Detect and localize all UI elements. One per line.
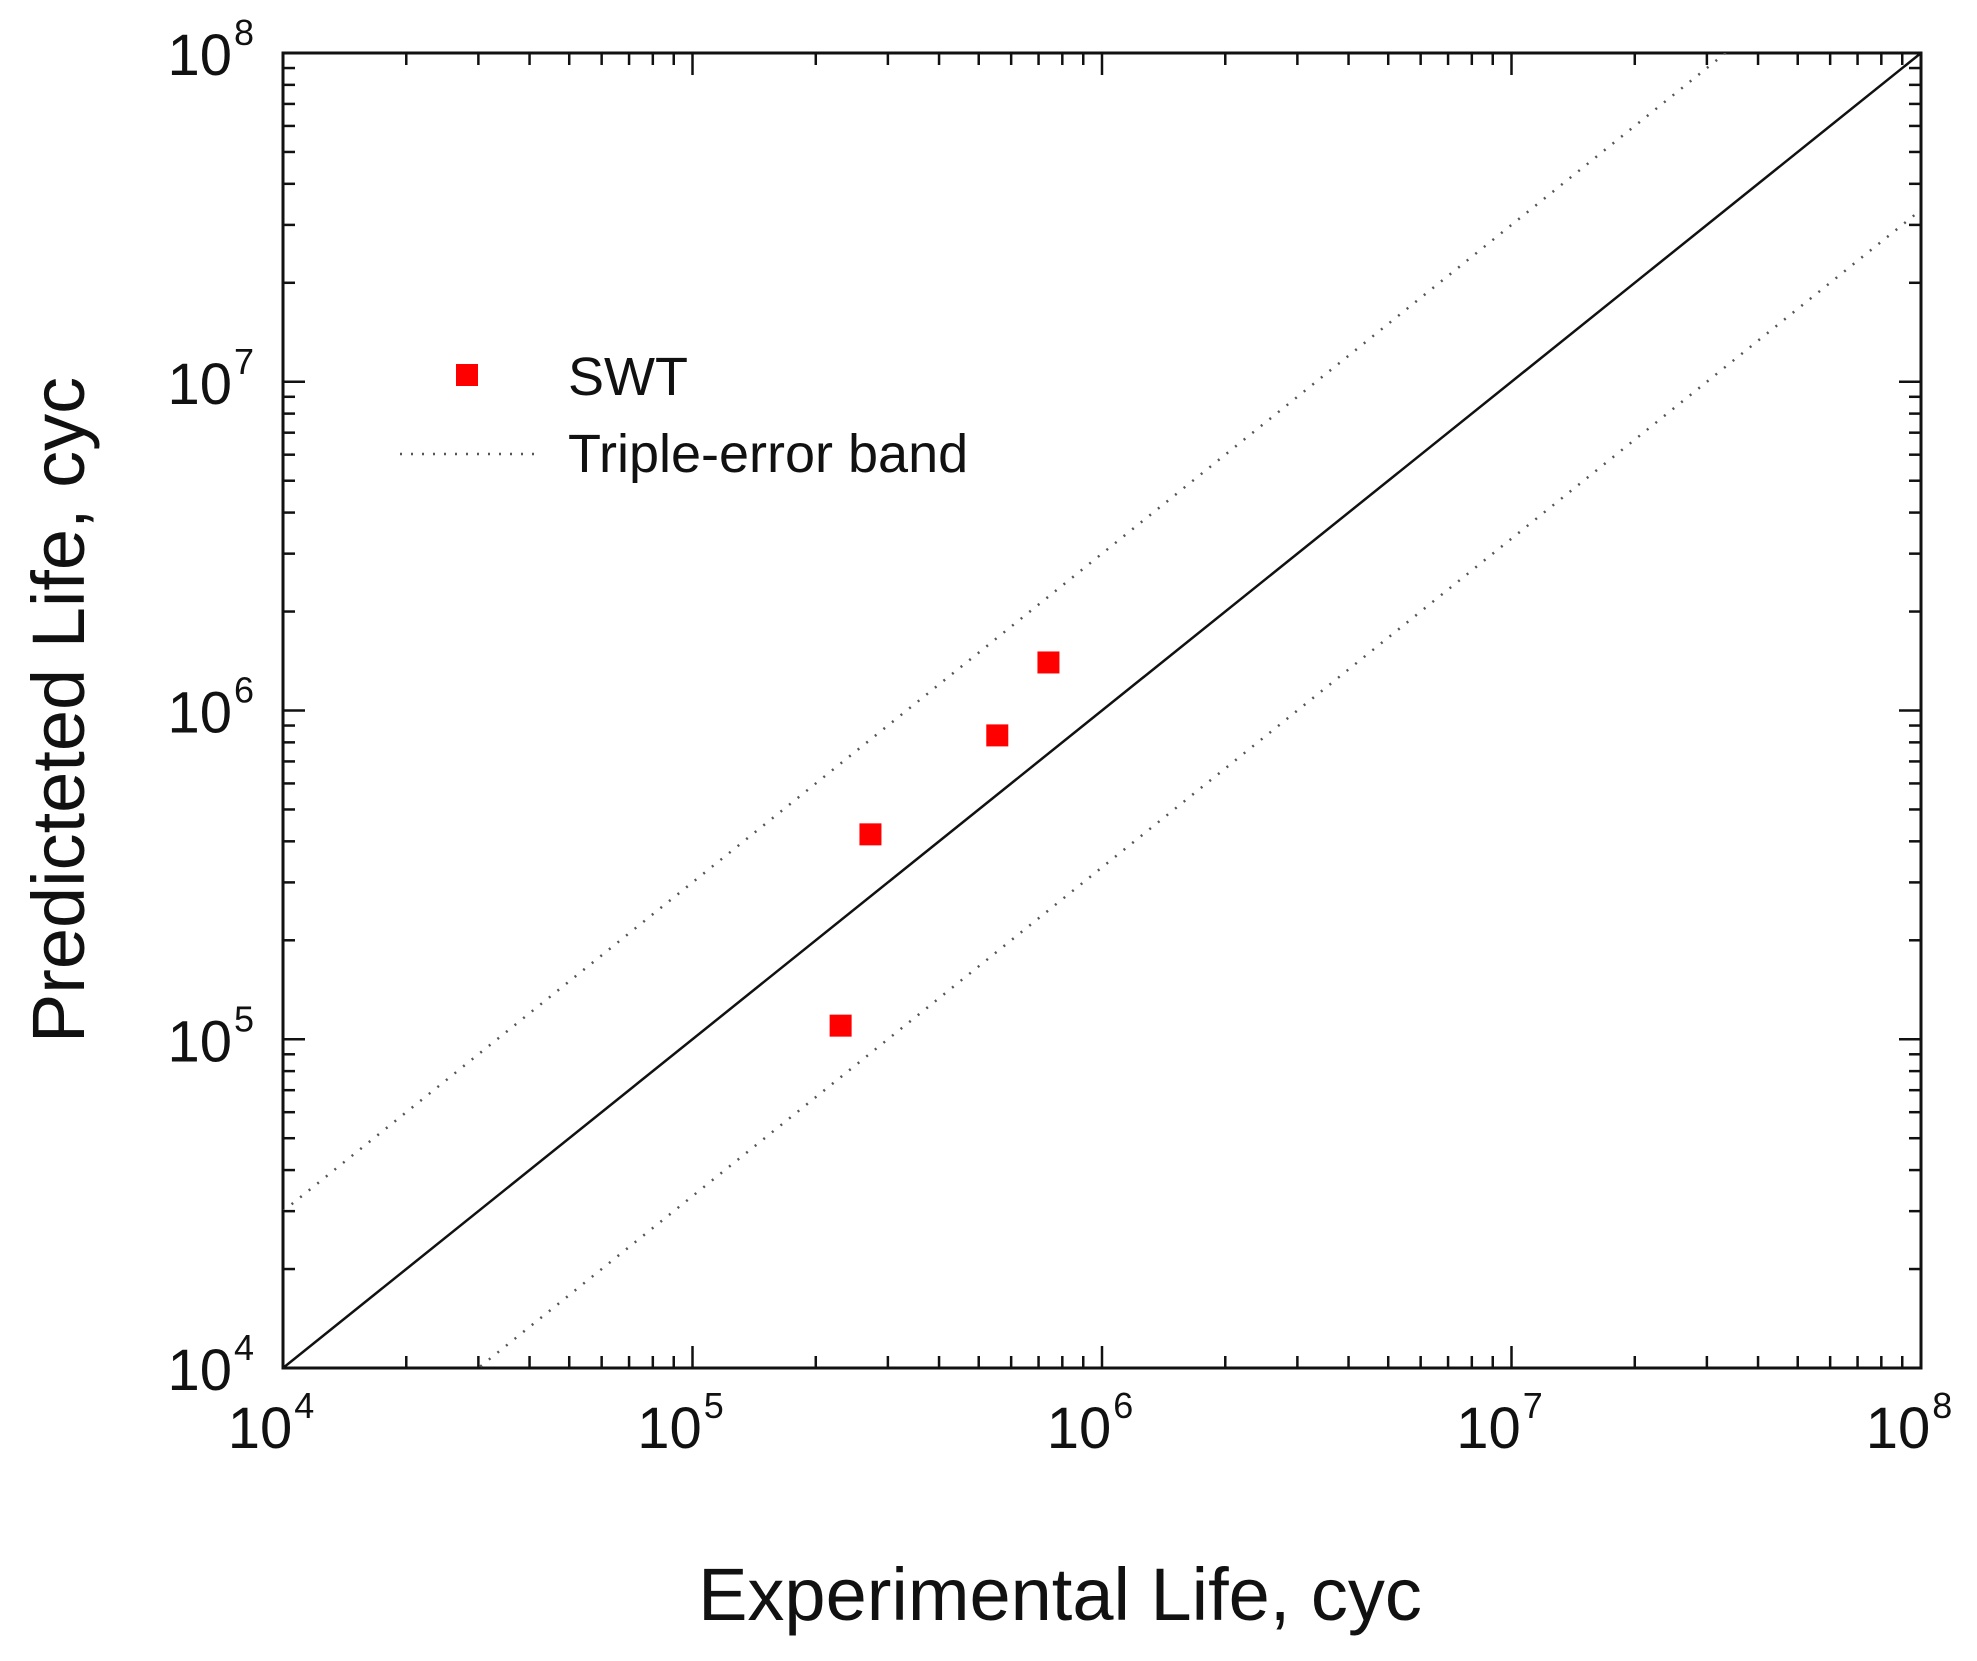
y-tick-label-2: 106: [167, 670, 254, 746]
legend-swt-marker: [456, 364, 478, 386]
reference-line-0: [283, 53, 1921, 1368]
y-tick-label-1: 105: [167, 998, 254, 1074]
x-tick-label-0: 104: [228, 1385, 315, 1461]
data-point-swt-1: [859, 823, 882, 846]
x-axis-title: Experimental Life, cyc: [698, 1553, 1422, 1636]
x-tick-label-4: 108: [1866, 1385, 1953, 1461]
legend-swt-label: SWT: [568, 347, 688, 407]
data-point-swt-0: [829, 1014, 852, 1037]
data-point-swt-3: [1037, 651, 1060, 674]
y-tick-label-4: 108: [167, 12, 254, 88]
reference-lines: [283, 53, 1921, 1368]
axis-ticks: [281, 51, 1923, 1370]
reference-line-2: [476, 208, 1921, 1368]
legend: SWT Triple-error band: [400, 347, 968, 484]
data-point-swt-2: [986, 724, 1009, 747]
y-tick-label-0: 104: [167, 1327, 254, 1403]
x-tick-label-1: 105: [637, 1385, 724, 1461]
y-tick-labels: 104 105 106 107 108: [167, 12, 254, 1403]
x-tick-labels: 104 105 106 107 108: [228, 1385, 1953, 1461]
x-tick-label-3: 107: [1456, 1385, 1543, 1461]
data-points: [829, 651, 1060, 1037]
y-tick-label-3: 107: [167, 341, 254, 417]
x-tick-label-2: 106: [1047, 1385, 1134, 1461]
y-axis-title: Predicteted Life, cyc: [17, 377, 100, 1043]
reference-line-1: [283, 53, 1728, 1213]
legend-band-label: Triple-error band: [568, 424, 968, 484]
